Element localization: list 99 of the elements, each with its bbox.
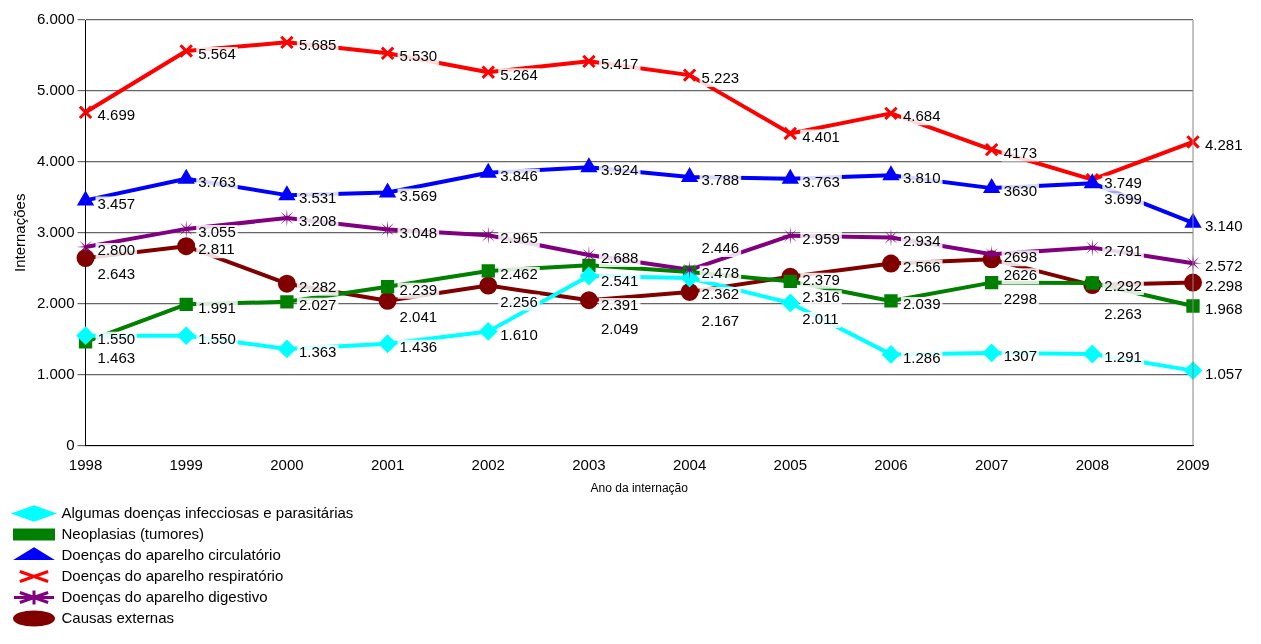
x-tick-label: 1998 <box>68 455 103 473</box>
data-label: 1.057 <box>1205 364 1243 382</box>
data-label: 5.264 <box>500 66 538 84</box>
data-label: 3.788 <box>701 171 740 189</box>
data-label: 1.968 <box>1205 300 1243 318</box>
data-label: 1.286 <box>902 348 941 366</box>
data-label: 3.569 <box>399 186 438 204</box>
data-label: 2.167 <box>701 312 740 330</box>
data-label: 1.550 <box>198 329 236 347</box>
data-label: 2.362 <box>701 285 740 303</box>
data-label: 1.610 <box>500 325 538 343</box>
data-label: 2.298 <box>1205 276 1243 294</box>
data-label: 4.684 <box>902 107 941 125</box>
y-axis-title: Internações <box>11 193 29 272</box>
data-label: 2.959 <box>802 229 840 247</box>
data-label: 5.530 <box>399 47 438 65</box>
y-tick-label: 1.000 <box>36 364 75 382</box>
data-label: 2.462 <box>500 265 538 283</box>
data-label: 2.478 <box>701 263 740 281</box>
data-label: 2.041 <box>399 307 438 325</box>
data-label: 3.924 <box>600 161 639 179</box>
data-label: 2.643 <box>97 265 136 283</box>
data-label: 5.417 <box>600 55 639 73</box>
legend-label: Causas externas <box>61 608 633 626</box>
data-label: 1.463 <box>97 348 136 366</box>
x-tick-label: 2001 <box>370 455 405 473</box>
data-label: 3.208 <box>298 212 337 230</box>
x-tick-label: 2007 <box>974 455 1009 473</box>
data-label: 2.811 <box>198 240 235 258</box>
data-label: 5.564 <box>198 45 236 63</box>
data-label: 2.965 <box>500 229 538 247</box>
x-tick-label: 2003 <box>572 455 606 473</box>
data-label: 2626 <box>1003 266 1038 284</box>
x-tick-label: 2009 <box>1176 455 1210 473</box>
data-label: 3.048 <box>399 223 438 241</box>
legend-label: Algumas doenças infecciosas e parasitárias <box>61 503 587 521</box>
data-label: 2.256 <box>500 292 538 310</box>
data-label: 2.027 <box>298 295 337 313</box>
data-label: 1.436 <box>399 337 438 355</box>
data-label: 1.991 <box>198 298 236 316</box>
data-label: 4.281 <box>1205 136 1243 154</box>
data-label: 2.800 <box>97 241 136 259</box>
data-label: 2.011 <box>802 310 839 328</box>
data-label: 2.282 <box>298 277 337 295</box>
data-label: 2.934 <box>902 231 941 249</box>
y-tick-label: 3.000 <box>36 222 75 240</box>
data-label: 1307 <box>1003 347 1038 365</box>
y-tick-label: 5.000 <box>36 81 75 99</box>
data-label: 2.049 <box>600 320 639 338</box>
data-label: 2298 <box>1003 289 1038 307</box>
x-tick-label: 2002 <box>471 455 505 473</box>
data-label: 5.223 <box>701 69 740 87</box>
data-label: 3.810 <box>902 169 941 187</box>
legend-label: Neoplasias (tumores) <box>61 524 622 542</box>
y-tick-label: 4.000 <box>36 152 75 170</box>
data-label: 4.699 <box>97 106 136 124</box>
x-tick-label: 1999 <box>169 455 203 473</box>
data-label: 2.316 <box>802 288 840 306</box>
legend-label: Doenças do aparelho circulatório <box>61 545 598 563</box>
data-label: 2.379 <box>802 270 840 288</box>
data-label: 3.699 <box>1104 190 1142 208</box>
data-label: 2.446 <box>701 239 740 257</box>
data-label: 5.685 <box>298 36 337 54</box>
data-label: 3.140 <box>1205 217 1243 235</box>
x-tick-label: 2004 <box>672 455 707 473</box>
data-label: 1.550 <box>97 329 136 347</box>
data-label: 2.572 <box>1205 257 1243 275</box>
legend-label: Doenças do aparelho respiratório <box>61 566 601 584</box>
data-label: 1.363 <box>298 343 337 361</box>
data-label: 2.239 <box>399 280 438 298</box>
data-label: 4.401 <box>802 127 840 145</box>
data-label: 1.291 <box>1104 348 1142 366</box>
x-tick-label: 2008 <box>1075 455 1110 473</box>
data-label: 2.566 <box>902 257 941 275</box>
data-label: 2698 <box>1003 248 1038 266</box>
y-tick-label: 2.000 <box>36 293 75 311</box>
data-label: 2.263 <box>1104 305 1142 323</box>
x-axis-title: Ano da internação <box>590 481 689 496</box>
data-label: 2.541 <box>600 272 639 290</box>
x-tick-label: 2005 <box>773 455 807 473</box>
data-label: 3.763 <box>198 172 236 190</box>
y-tick-label: 6.000 <box>36 10 75 28</box>
data-label: 3630 <box>1003 182 1038 200</box>
y-tick-label: 0 <box>66 435 75 453</box>
data-label: 2.292 <box>1104 277 1142 295</box>
data-label: 2.688 <box>600 249 639 267</box>
data-label: 2.391 <box>600 296 639 314</box>
data-label: 3.749 <box>1104 173 1142 191</box>
data-label: 3.846 <box>500 166 538 184</box>
data-label: 3.457 <box>97 194 136 212</box>
data-label: 3.531 <box>298 189 337 207</box>
x-tick-label: 2000 <box>270 455 304 473</box>
data-label: 4173 <box>1003 143 1038 161</box>
legend-label: Doenças do aparelho digestivo <box>61 587 610 605</box>
data-label: 2.791 <box>1104 241 1142 259</box>
x-tick-label: 2006 <box>874 455 908 473</box>
data-label: 3.763 <box>802 172 840 190</box>
data-label: 3.055 <box>198 223 236 241</box>
data-label: 2.039 <box>902 295 941 313</box>
